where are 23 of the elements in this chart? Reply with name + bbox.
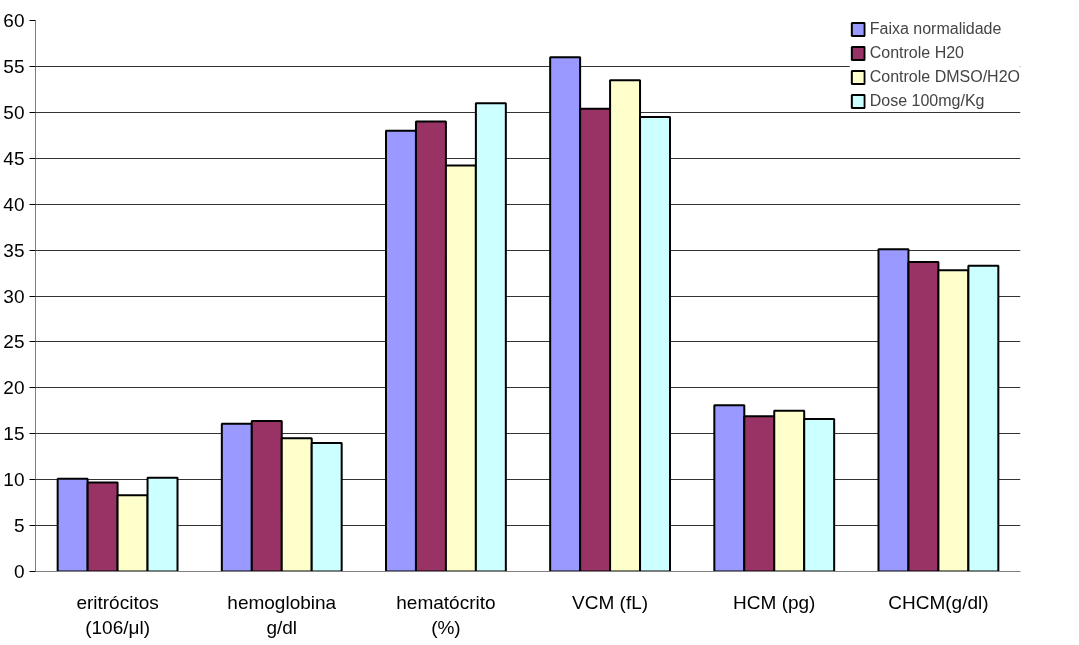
x-tick-label: eritrócitos (106/μl) (76, 591, 159, 638)
x-tick-label: VCM (fL) (572, 591, 649, 613)
y-tick-label: 0 (13, 561, 25, 582)
y-tick-label: 25 (3, 331, 25, 353)
y-tick-label: 10 (3, 469, 25, 491)
y-tick-label: 50 (3, 101, 25, 123)
y-tick-label: 15 (3, 423, 25, 445)
legend-label: Faixa normalidade (869, 20, 1002, 38)
y-tick-label: 20 (3, 377, 25, 399)
x-tick-label: CHCM(g/dl) (888, 591, 989, 613)
x-tick-label: HCM (pg) (733, 591, 816, 613)
y-tick-label: 45 (3, 147, 25, 169)
y-tick-label: 55 (3, 55, 25, 77)
y-tick-label: 5 (13, 515, 25, 537)
legend-label: Controle DMSO/H2O (869, 68, 1020, 86)
legend-label: Dose 100mg/Kg (869, 92, 985, 110)
x-tick-label: hemoglobina g/dl (227, 591, 337, 638)
y-tick-label: 30 (3, 285, 25, 307)
x-tick-label: hematócrito (%) (396, 591, 496, 638)
legend-label: Controle H20 (869, 44, 965, 62)
y-tick-label: 35 (3, 239, 25, 261)
y-tick-label: 60 (3, 10, 25, 31)
y-tick-label: 40 (3, 193, 25, 215)
